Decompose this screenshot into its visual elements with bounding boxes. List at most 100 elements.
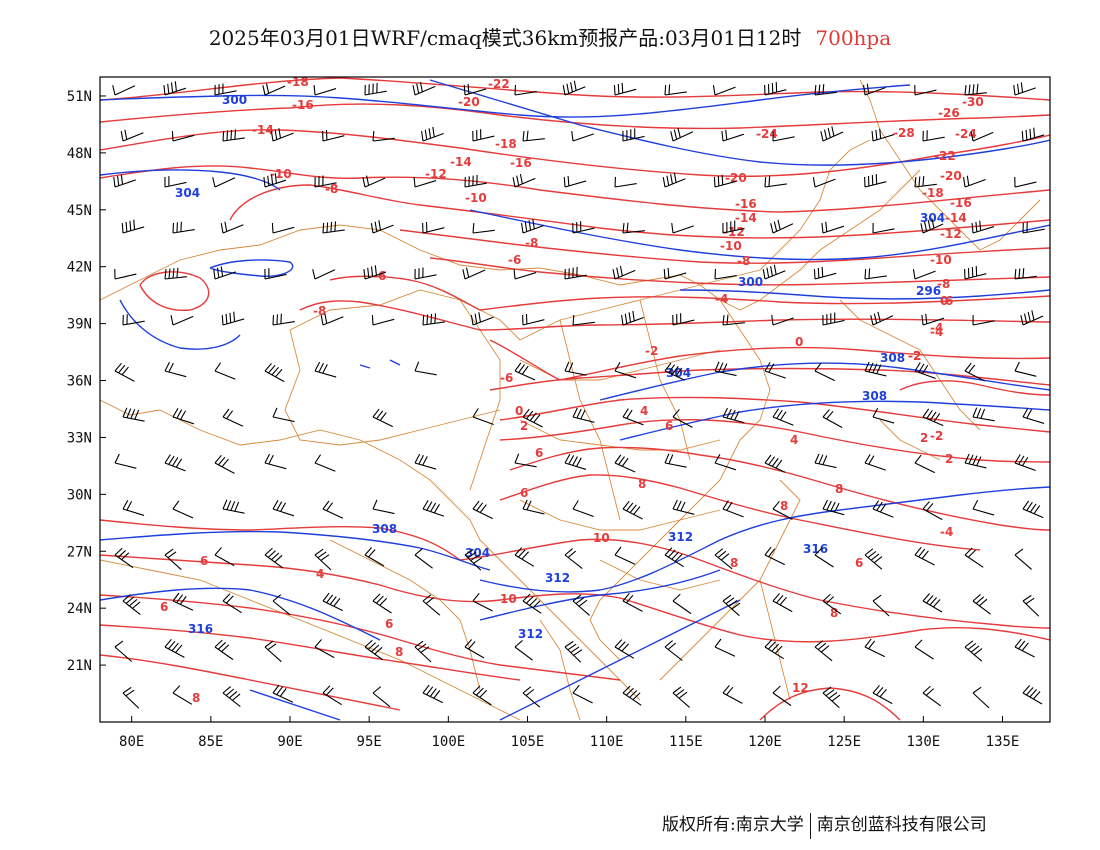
wind-barb [414, 547, 433, 569]
wind-barb [472, 592, 493, 612]
wind-barb [864, 361, 887, 377]
wind-barb [722, 407, 745, 424]
temp-label: 4 [790, 433, 798, 447]
wind-barb [262, 83, 286, 96]
height-contours [100, 79, 1050, 721]
temp-label: -16 [735, 197, 757, 211]
wind-barb [812, 177, 836, 188]
wind-barb [414, 640, 432, 663]
wind-barb [670, 127, 694, 142]
temp-label: -8 [937, 277, 950, 291]
wind-barb [214, 83, 237, 96]
wind-barb [820, 126, 844, 142]
title-level: 700hpa [815, 26, 892, 50]
wind-barb [372, 593, 392, 614]
lat-tick-label: 21N [67, 658, 92, 674]
wind-barb [813, 266, 837, 280]
wind-barb [914, 546, 935, 566]
wind-barb [964, 453, 987, 469]
wind-barb [722, 500, 744, 518]
temperature-labels: -18 -16 -22 -20 -14 -18 -16 -10 -8 -14 -… [160, 75, 984, 705]
wind-barb [964, 640, 983, 662]
wind-barb [464, 548, 483, 571]
temp-label: -16 [950, 196, 972, 210]
temp-label: -30 [962, 95, 984, 109]
wind-barb [512, 173, 536, 188]
wind-barb [822, 499, 845, 516]
wind-barb [422, 684, 444, 704]
temp-label: 8 [730, 556, 738, 570]
temp-label: -18 [287, 75, 309, 89]
wind-barb [914, 176, 937, 188]
wind-barb [914, 362, 936, 380]
temp-label: 6 [385, 617, 393, 631]
temp-label: 8 [835, 482, 843, 496]
temp-label: -8 [313, 304, 326, 318]
wind-barb [113, 174, 136, 188]
temp-label: -4 [930, 321, 943, 335]
wind-barb [764, 176, 787, 188]
temp-label: -6 [508, 253, 521, 267]
wind-barb [314, 639, 335, 659]
wind-barb [214, 454, 235, 474]
wind-barb [522, 314, 545, 326]
lat-tick-label: 51N [67, 89, 92, 105]
wind-barb [164, 176, 187, 188]
lat-tick-label: 36N [67, 374, 92, 390]
wind-barb [871, 128, 895, 142]
wind-barb [972, 314, 995, 326]
wind-barb [212, 177, 236, 188]
wind-barb [714, 361, 737, 377]
height-label: 304 [465, 546, 490, 560]
temp-label: 8 [638, 477, 646, 491]
wind-barb [164, 361, 187, 378]
wind-barb [672, 408, 693, 428]
wind-barb [1021, 127, 1045, 142]
wind-barb [622, 128, 645, 142]
wind-barb [464, 639, 485, 659]
wind-barb [270, 128, 294, 142]
height-labels: 300 304 300 304 308 308 304 312 312 316 … [175, 93, 945, 641]
wind-barb [714, 638, 736, 657]
wind-barb [122, 686, 140, 709]
wind-barb [522, 593, 542, 614]
wind-barb [714, 268, 737, 280]
wind-barb [322, 685, 342, 706]
wind-barb [214, 639, 234, 661]
wind-barb [522, 408, 543, 428]
temp-label: 6 [520, 486, 528, 500]
wind-barb [513, 268, 537, 280]
lon-tick-label: 130E [906, 734, 940, 750]
wind-barb [664, 640, 683, 661]
wind-barb [1014, 454, 1036, 472]
temperature-contours [100, 77, 1050, 721]
wind-barb [863, 83, 886, 96]
wind-barb [1022, 222, 1045, 234]
height-label: 312 [668, 530, 693, 544]
copyright-left: 版权所有:南京大学 [662, 815, 804, 835]
temp-label: 0 [515, 404, 523, 418]
wind-barb [914, 639, 934, 660]
wind-barb [572, 314, 595, 326]
wind-barb [172, 685, 193, 705]
wind-barb [621, 310, 644, 326]
temp-label: -26 [938, 106, 960, 120]
wind-barb [264, 547, 284, 569]
temp-label: -14 [450, 155, 472, 169]
wind-barb [172, 592, 194, 611]
temp-label: 8 [192, 691, 200, 705]
wind-barb [370, 220, 394, 234]
temp-label: 6 [200, 554, 208, 568]
wind-barb [112, 85, 136, 96]
wind-barb [372, 130, 395, 142]
wind-barb [412, 81, 436, 96]
wind-barb [214, 362, 236, 380]
title-main: 2025年03月01日WRF/cmaq模式36km预报产品:03月01日12时 [208, 26, 802, 50]
lon-tick-label: 120E [748, 734, 782, 750]
wind-barb [920, 218, 944, 234]
wind-barb [722, 220, 745, 234]
wind-barb [122, 499, 145, 516]
temp-label: -2 [908, 349, 921, 363]
temp-label: 10 [593, 531, 610, 545]
wind-barb [914, 454, 936, 474]
